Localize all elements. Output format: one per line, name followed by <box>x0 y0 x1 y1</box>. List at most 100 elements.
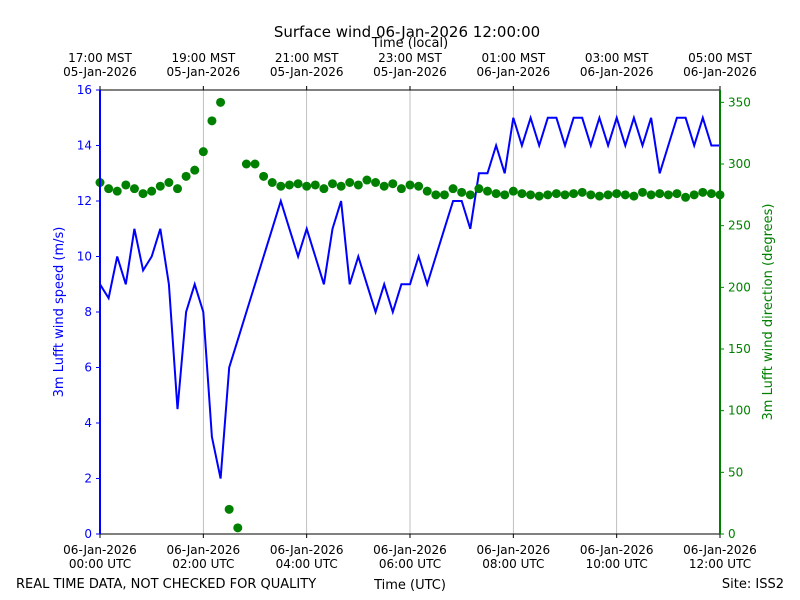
y2-tick-label: 300 <box>728 157 751 171</box>
y2-tick-label: 100 <box>728 404 751 418</box>
direction-point <box>173 184 182 194</box>
x2-tick-label: 17:00 MST 05-Jan-2026 <box>63 51 137 79</box>
y-tick-label: 16 <box>77 83 92 97</box>
direction-point <box>646 190 656 200</box>
direction-point <box>543 190 553 200</box>
y-tick-label: 8 <box>84 305 92 319</box>
x-tick-label: 06-Jan-2026 08:00 UTC <box>477 543 551 571</box>
y-tick-label: 4 <box>84 416 92 430</box>
direction-point <box>328 179 337 189</box>
direction-point <box>594 191 604 201</box>
direction-point <box>336 181 346 191</box>
direction-point <box>198 147 208 157</box>
direction-point <box>190 165 200 175</box>
direction-point <box>241 159 251 169</box>
direction-point <box>216 97 226 107</box>
direction-point <box>164 178 174 187</box>
y-tick-label: 6 <box>84 361 92 375</box>
y-tick-label: 14 <box>77 139 92 153</box>
direction-point <box>551 189 561 199</box>
direction-point <box>681 192 691 202</box>
footer-site: Site: ISS2 <box>722 577 784 592</box>
direction-point <box>603 190 613 200</box>
direction-point <box>276 181 286 191</box>
y2-tick-label: 150 <box>728 342 751 356</box>
direction-point <box>465 190 475 200</box>
direction-point <box>379 181 389 191</box>
direction-point <box>345 178 355 187</box>
x2-tick-label: 23:00 MST 05-Jan-2026 <box>373 51 447 79</box>
footer-note: REAL TIME DATA, NOT CHECKED FOR QUALITY <box>16 577 316 592</box>
y-tick-label: 10 <box>77 250 92 264</box>
y-tick-label: 2 <box>84 472 92 486</box>
direction-point <box>259 171 269 181</box>
y-tick-label: 12 <box>77 194 92 208</box>
direction-point <box>224 504 234 514</box>
x-tick-label: 06-Jan-2026 04:00 UTC <box>270 543 344 571</box>
x-tick-label: 06-Jan-2026 02:00 UTC <box>167 543 241 571</box>
direction-point <box>534 191 544 201</box>
direction-point <box>250 159 260 169</box>
speed-line <box>99 114 720 479</box>
direction-point <box>353 180 363 190</box>
direction-point <box>284 180 294 190</box>
direction-point <box>267 178 277 187</box>
x2-tick-label: 01:00 MST 06-Jan-2026 <box>477 51 551 79</box>
direction-point <box>181 171 191 181</box>
y-axis-label: 3m Lufft wind speed (m/s) <box>52 227 67 398</box>
direction-point <box>500 190 510 200</box>
direction-point <box>612 189 622 199</box>
direction-point <box>517 189 527 199</box>
direction-point <box>689 190 699 200</box>
y2-tick-label: 200 <box>728 280 751 294</box>
x2-tick-label: 05:00 MST 06-Jan-2026 <box>683 51 757 79</box>
y2-tick-label: 0 <box>728 527 736 541</box>
direction-point <box>388 179 398 189</box>
x-tick-label: 06-Jan-2026 10:00 UTC <box>580 543 654 571</box>
x-tick-label: 06-Jan-2026 06:00 UTC <box>373 543 447 571</box>
direction-point <box>431 190 441 200</box>
direction-point <box>629 191 639 201</box>
y2-tick-label: 50 <box>728 465 743 479</box>
chart-title: Surface wind 06-Jan-2026 12:00:00 <box>274 23 540 41</box>
x-tick-label: 06-Jan-2026 12:00 UTC <box>683 543 757 571</box>
direction-point <box>508 186 518 196</box>
direction-point <box>207 116 217 126</box>
direction-point <box>405 180 415 190</box>
direction-point <box>310 180 320 190</box>
direction-point <box>319 184 329 194</box>
direction-point <box>638 187 647 197</box>
direction-point <box>414 181 424 191</box>
direction-point <box>491 189 501 199</box>
x2-tick-label: 21:00 MST 05-Jan-2026 <box>270 51 344 79</box>
x-tick-label: 06-Jan-2026 00:00 UTC <box>63 543 137 571</box>
direction-point <box>293 179 303 189</box>
direction-point <box>138 189 148 199</box>
y2-tick-label: 250 <box>728 219 751 233</box>
direction-point <box>698 187 708 197</box>
direction-point <box>233 523 243 533</box>
direction-point <box>439 190 449 200</box>
y-tick-label: 0 <box>84 527 92 541</box>
x2-axis-label: Time (local) <box>371 36 448 51</box>
direction-point <box>526 190 536 200</box>
direction-point <box>706 189 716 199</box>
direction-point <box>129 184 139 194</box>
direction-point <box>663 190 673 200</box>
direction-point <box>362 175 372 185</box>
direction-point <box>569 189 579 199</box>
direction-point <box>155 181 165 191</box>
direction-point <box>104 184 114 194</box>
direction-point <box>457 187 467 197</box>
direction-point <box>586 190 596 200</box>
x2-tick-label: 19:00 MST 05-Jan-2026 <box>167 51 241 79</box>
direction-point <box>121 180 131 190</box>
direction-point <box>112 186 122 196</box>
direction-point <box>560 190 570 200</box>
direction-point <box>483 186 492 196</box>
direction-point <box>147 186 157 196</box>
x-axis-label: Time (UTC) <box>373 578 446 593</box>
direction-point <box>655 189 665 199</box>
x2-tick-label: 03:00 MST 06-Jan-2026 <box>580 51 654 79</box>
